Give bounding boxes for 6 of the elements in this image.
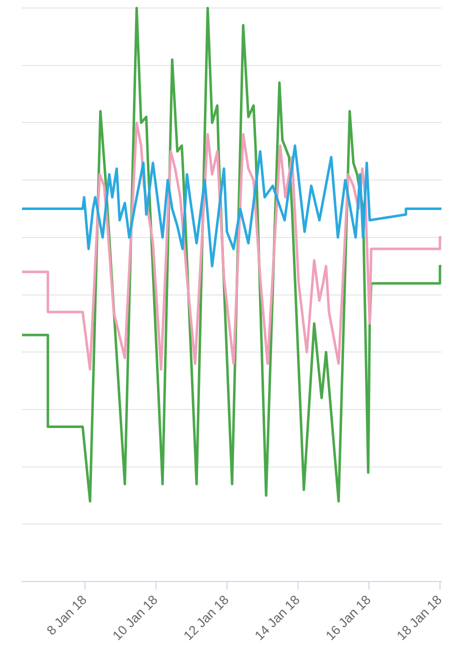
x-tick-label: 8 Jan 18 [44, 592, 90, 638]
x-tick-label: 12 Jan 18 [180, 592, 232, 644]
x-tick-label: 10 Jan 18 [110, 592, 161, 644]
x-tick-label: 18 Jan 18 [394, 592, 445, 644]
x-tick-label: 16 Jan 18 [322, 592, 374, 644]
x-tick-label: 14 Jan 18 [252, 592, 303, 644]
